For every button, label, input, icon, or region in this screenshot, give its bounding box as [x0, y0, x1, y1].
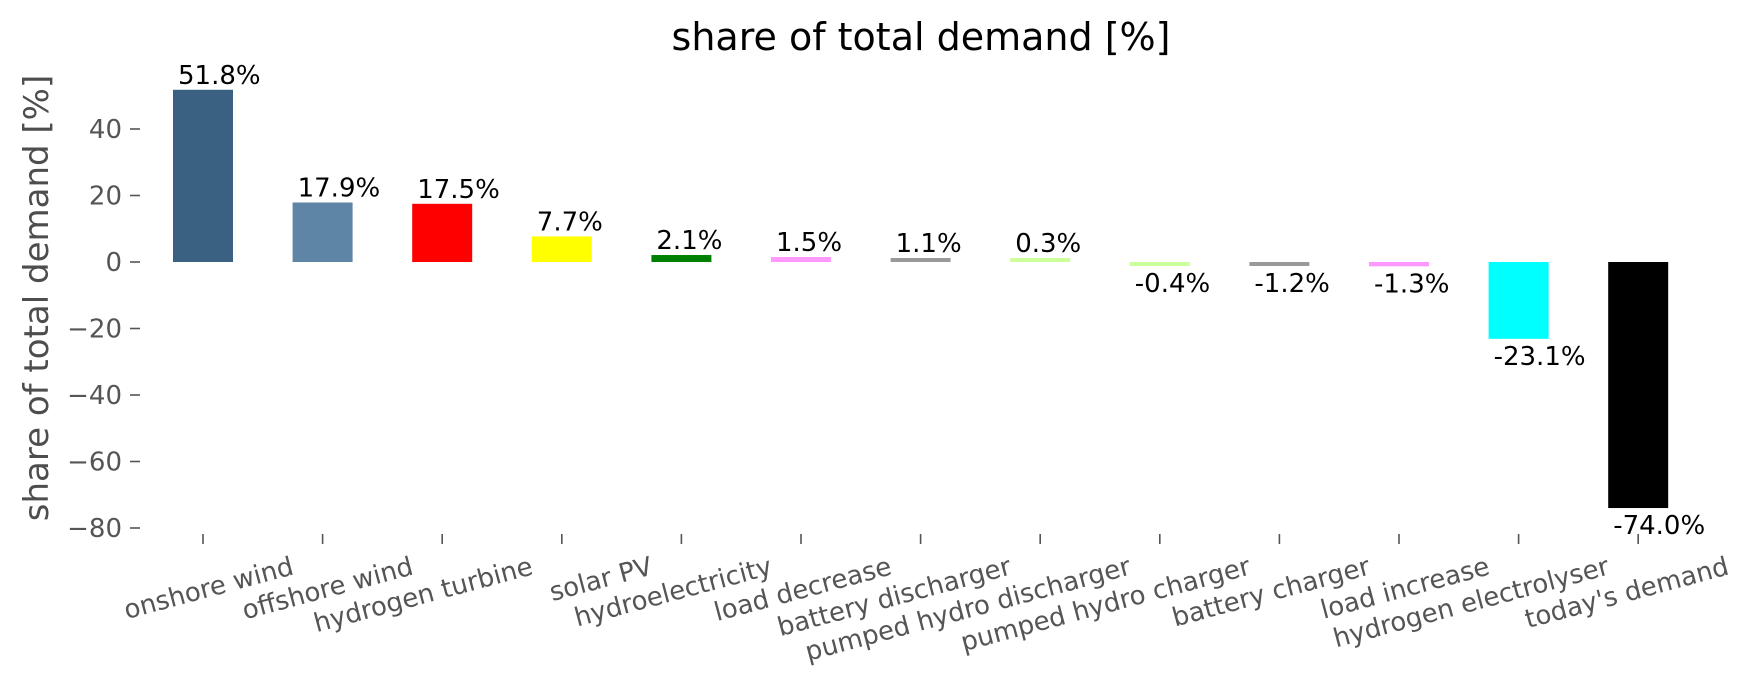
- chart-title: share of total demand [%]: [672, 15, 1171, 59]
- data-label: 1.1%: [896, 229, 962, 259]
- data-label: -74.0%: [1613, 511, 1705, 541]
- bar: [1608, 262, 1669, 509]
- bar: [1249, 262, 1310, 266]
- data-label: 0.3%: [1015, 229, 1081, 259]
- value-labels-group: 51.8% 17.9% 17.5% 7.7% 2.1% 1.5% 1.1% 0.3% -0.4%…: [178, 61, 1705, 541]
- data-label: -23.1%: [1494, 342, 1586, 372]
- y-axis: 40 20 0 −20 −40 −60 −80: [67, 115, 140, 544]
- data-label: 1.5%: [776, 228, 842, 258]
- data-label: 17.9%: [298, 173, 381, 203]
- y-tick-label: −40: [67, 381, 122, 411]
- data-label: 7.7%: [537, 207, 603, 237]
- y-tick-label: 20: [89, 182, 122, 212]
- bar: [1010, 258, 1071, 262]
- data-label: 51.8%: [178, 61, 261, 91]
- data-label: 17.5%: [417, 175, 500, 205]
- data-label: 2.1%: [656, 226, 722, 256]
- bar: [1488, 262, 1549, 339]
- bar: [531, 236, 592, 262]
- y-tick-label: 40: [89, 115, 122, 145]
- bar: [1129, 262, 1190, 266]
- bar: [771, 257, 831, 262]
- bars-group: [173, 89, 1669, 509]
- bar: [651, 255, 712, 262]
- data-label: -1.2%: [1254, 269, 1329, 299]
- y-tick-label: −80: [67, 514, 122, 544]
- y-tick-label: −20: [67, 315, 122, 345]
- y-axis-label: share of total demand [%]: [17, 75, 57, 521]
- data-label: -1.3%: [1374, 269, 1449, 299]
- bar: [292, 202, 353, 262]
- bar: [1369, 262, 1429, 267]
- y-tick-label: −60: [67, 448, 122, 478]
- data-label: -0.4%: [1135, 269, 1210, 299]
- bar: [412, 203, 473, 262]
- bar: [173, 89, 233, 262]
- y-tick-label: 0: [105, 248, 122, 278]
- bar: [890, 258, 951, 262]
